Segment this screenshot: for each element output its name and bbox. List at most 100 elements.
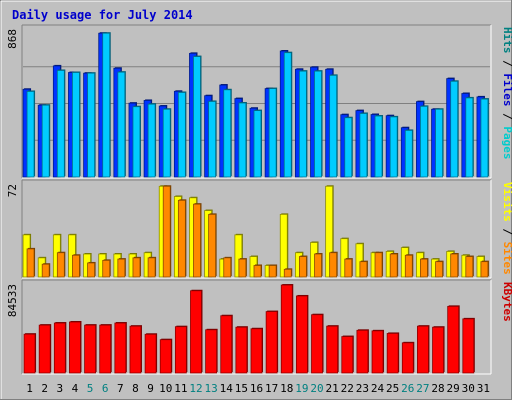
chart-title: Daily usage for July 2014 xyxy=(12,8,193,22)
bar-sites-day-23 xyxy=(359,260,368,278)
x-tick-label: 16 xyxy=(250,382,263,395)
bar-sites-day-14 xyxy=(223,256,232,278)
x-tick-label: 27 xyxy=(416,382,429,395)
bar-files-day-18 xyxy=(283,51,293,178)
bar-files-day-6 xyxy=(102,32,111,178)
x-tick-label: 17 xyxy=(265,382,278,395)
panel-visits-legend: Visits / Sites xyxy=(501,182,512,275)
x-tick-label: 22 xyxy=(341,382,354,395)
bar-files-day-11 xyxy=(177,91,187,178)
bar-kbytes-day-28 xyxy=(432,326,445,374)
bar-sites-day-17 xyxy=(268,264,278,278)
bar-sites-day-21 xyxy=(329,251,338,278)
bar-files-day-8 xyxy=(132,105,141,178)
legend-entry: Files xyxy=(501,73,512,106)
bar-sites-day-13 xyxy=(208,213,217,278)
bar-kbytes-day-25 xyxy=(386,332,400,374)
panel-visits-ymax-label: 72 xyxy=(6,184,19,197)
x-tick-label: 3 xyxy=(57,382,64,395)
bar-kbytes-day-29 xyxy=(447,305,460,374)
bar-sites-day-20 xyxy=(314,253,323,278)
bar-kbytes-day-1 xyxy=(23,333,37,374)
bar-kbytes-day-21 xyxy=(326,325,339,374)
bar-visits-day-18 xyxy=(279,213,289,278)
bar-kbytes-day-17 xyxy=(265,310,279,374)
bar-sites-day-16 xyxy=(253,264,262,278)
panel-kbytes: 84533 KBytes xyxy=(6,279,512,375)
bar-sites-day-24 xyxy=(374,251,384,278)
bar-files-day-30 xyxy=(465,96,474,178)
panel-requests-legend: Hits / Files / Pages xyxy=(501,27,512,160)
bar-kbytes-day-14 xyxy=(220,314,233,374)
x-tick-label: 14 xyxy=(220,382,234,395)
bar-sites-day-8 xyxy=(132,256,141,278)
bar-files-day-25 xyxy=(389,115,399,178)
bar-files-day-21 xyxy=(329,74,338,178)
x-tick-label: 7 xyxy=(117,382,124,395)
bar-sites-day-26 xyxy=(404,254,414,278)
bar-sites-day-18 xyxy=(283,268,293,278)
x-tick-label: 12 xyxy=(189,382,202,395)
bar-kbytes-day-16 xyxy=(250,327,263,374)
bar-sites-day-30 xyxy=(465,255,474,278)
bar-files-day-27 xyxy=(420,105,429,178)
panel-requests-ymax-label: 868 xyxy=(6,29,19,49)
x-tick-label: 8 xyxy=(132,382,139,395)
bar-files-day-23 xyxy=(359,112,368,178)
bar-kbytes-day-19 xyxy=(295,294,309,374)
bar-visits-day-23 xyxy=(355,242,364,278)
x-tick-label: 6 xyxy=(102,382,109,395)
bar-visits-day-15 xyxy=(234,233,243,278)
bar-files-day-22 xyxy=(344,116,353,178)
panel-requests: 868 Hits / Files / Pages xyxy=(6,24,512,179)
x-tick-label: 2 xyxy=(41,382,48,395)
x-tick-label: 29 xyxy=(447,382,460,395)
bar-sites-day-3 xyxy=(56,251,66,278)
bar-files-day-14 xyxy=(223,88,232,178)
bar-kbytes-day-27 xyxy=(417,325,430,374)
bar-sites-day-29 xyxy=(450,253,459,278)
x-tick-label: 5 xyxy=(87,382,94,395)
bar-files-day-24 xyxy=(374,115,384,178)
bar-kbytes-day-15 xyxy=(235,326,248,374)
bar-files-day-29 xyxy=(450,80,459,178)
bar-sites-day-10 xyxy=(162,185,172,278)
bar-kbytes-day-3 xyxy=(53,322,67,374)
bar-files-day-3 xyxy=(56,69,66,178)
bar-sites-day-22 xyxy=(344,258,353,278)
bar-kbytes-day-24 xyxy=(371,329,385,374)
bar-kbytes-day-9 xyxy=(144,333,158,374)
bar-sites-day-7 xyxy=(117,258,126,278)
bar-files-day-7 xyxy=(117,71,126,178)
bar-files-day-15 xyxy=(238,101,247,178)
legend-entry: / xyxy=(501,222,512,242)
bar-files-day-12 xyxy=(193,55,202,178)
x-tick-label: 25 xyxy=(386,382,399,395)
bar-sites-day-19 xyxy=(298,255,308,278)
bar-sites-day-28 xyxy=(435,260,444,278)
bar-files-day-10 xyxy=(162,108,172,178)
panel-visits: 72 Visits / Sites xyxy=(6,179,512,279)
x-tick-label: 23 xyxy=(356,382,369,395)
bar-kbytes-day-20 xyxy=(311,313,324,374)
bar-visits-day-21 xyxy=(325,185,334,278)
bar-kbytes-day-4 xyxy=(69,320,82,374)
x-tick-label: 18 xyxy=(280,382,293,395)
chart-panels: 868 Hits / Files / Pages 72 Visits / Sites 8… xyxy=(6,24,512,375)
panel-kbytes-ymax-label: 84533 xyxy=(6,284,19,317)
legend-entry: / xyxy=(501,107,512,127)
bar-sites-day-11 xyxy=(177,199,187,278)
bar-files-day-9 xyxy=(147,103,157,178)
bar-kbytes-day-30 xyxy=(462,317,475,374)
bar-visits-day-22 xyxy=(340,237,349,278)
x-tick-label: 15 xyxy=(235,382,248,395)
bar-kbytes-day-8 xyxy=(129,325,142,374)
bar-kbytes-day-18 xyxy=(280,284,294,374)
bar-sites-day-5 xyxy=(87,261,96,278)
bar-files-day-17 xyxy=(268,87,278,178)
bar-sites-day-27 xyxy=(420,258,429,278)
bar-kbytes-day-7 xyxy=(114,322,127,374)
bar-kbytes-day-11 xyxy=(174,325,188,374)
x-tick-label: 30 xyxy=(462,382,475,395)
